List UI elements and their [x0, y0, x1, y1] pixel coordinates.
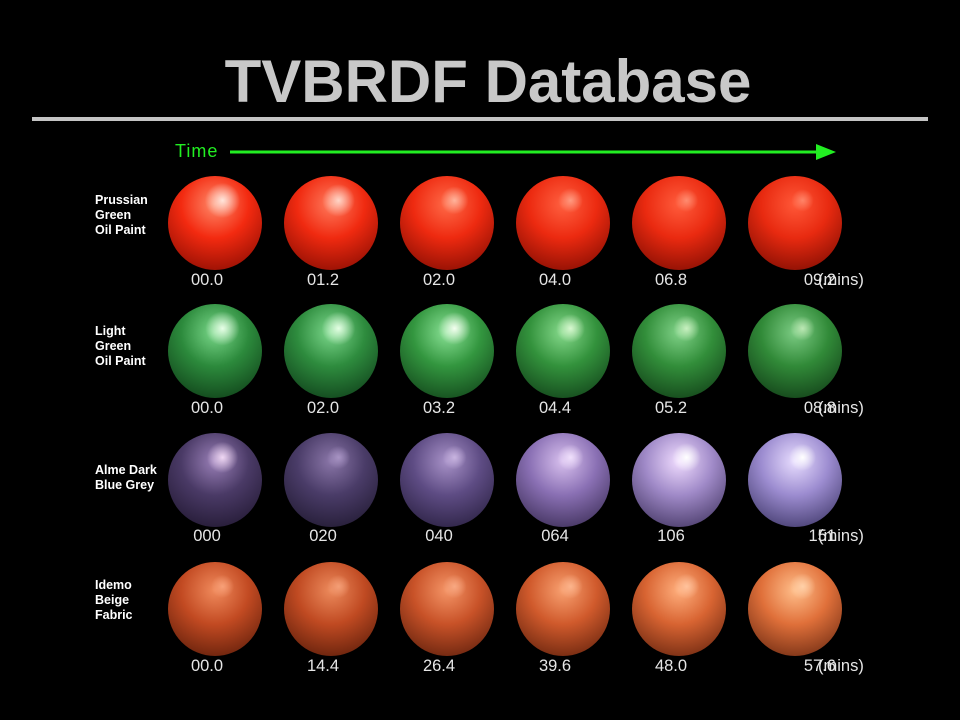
material-sphere [516, 433, 610, 527]
material-sphere [168, 562, 262, 656]
material-sphere [400, 176, 494, 270]
material-sphere [284, 562, 378, 656]
time-unit-label: (mins) [818, 271, 864, 289]
material-sphere [168, 176, 262, 270]
material-sphere [748, 304, 842, 398]
material-sphere [632, 562, 726, 656]
time-value: 064 [541, 527, 569, 545]
material-sphere [168, 304, 262, 398]
time-value: 39.6 [538, 657, 572, 675]
material-sphere [748, 433, 842, 527]
time-value: 05.2 [654, 399, 688, 417]
time-value: 08.8 [803, 399, 836, 417]
time-value: 14.4 [306, 657, 340, 675]
material-label: Light Green Oil Paint [95, 324, 146, 369]
time-value: 04.4 [538, 399, 572, 417]
material-sphere [516, 562, 610, 656]
material-sphere [400, 562, 494, 656]
time-value: 06.8 [654, 271, 688, 289]
time-value: 106 [657, 527, 685, 545]
material-sphere [632, 176, 726, 270]
page-title: TVBRDF Database [224, 48, 752, 115]
time-value: 02.0 [422, 271, 456, 289]
material-label-line: Green [95, 208, 132, 222]
material-sphere [748, 562, 842, 656]
material-label: Prussian Green Oil Paint [95, 193, 148, 238]
material-label-line: Oil Paint [95, 354, 146, 368]
material-sphere [516, 304, 610, 398]
material-label-line: Alme Dark [95, 463, 157, 477]
material-label-line: Oil Paint [95, 223, 146, 237]
time-arrow-icon [230, 144, 836, 160]
time-unit-label: (mins) [818, 527, 864, 545]
material-label: Alme Dark Blue Grey [95, 463, 157, 493]
material-sphere [168, 433, 262, 527]
time-value: 57.6 [803, 657, 836, 675]
time-value: 151 [808, 527, 836, 545]
time-value: 03.2 [422, 399, 456, 417]
material-sphere [748, 176, 842, 270]
time-value: 26.4 [422, 657, 456, 675]
material-label-line: Green [95, 339, 132, 353]
time-value: 00.0 [190, 657, 224, 675]
material-label-line: Idemo [95, 578, 132, 592]
time-value: 00.0 [190, 399, 224, 417]
time-unit-label: (mins) [818, 399, 864, 417]
material-sphere [284, 176, 378, 270]
time-unit-label: (mins) [818, 657, 864, 675]
material-label-line: Prussian [95, 193, 148, 207]
material-label-line: Beige [95, 593, 130, 607]
material-label-line: Fabric [95, 608, 133, 622]
time-value: 09.2 [803, 271, 836, 289]
material-sphere [400, 433, 494, 527]
material-sphere [284, 304, 378, 398]
material-sphere [516, 176, 610, 270]
title-divider [32, 117, 928, 121]
material-label-line: Light [95, 324, 126, 338]
time-value: 000 [193, 527, 221, 545]
material-label-line: Blue Grey [95, 478, 155, 492]
time-value: 01.2 [306, 271, 340, 289]
material-sphere [632, 304, 726, 398]
time-value: 00.0 [190, 271, 224, 289]
time-value: 02.0 [306, 399, 340, 417]
material-sphere [284, 433, 378, 527]
time-value: 04.0 [538, 271, 572, 289]
material-label: Idemo Beige Fabric [95, 578, 133, 623]
material-sphere [400, 304, 494, 398]
time-value: 48.0 [654, 657, 688, 675]
time-value: 020 [309, 527, 337, 545]
time-value: 040 [425, 527, 453, 545]
time-axis-label: Time [175, 141, 219, 161]
material-sphere [632, 433, 726, 527]
